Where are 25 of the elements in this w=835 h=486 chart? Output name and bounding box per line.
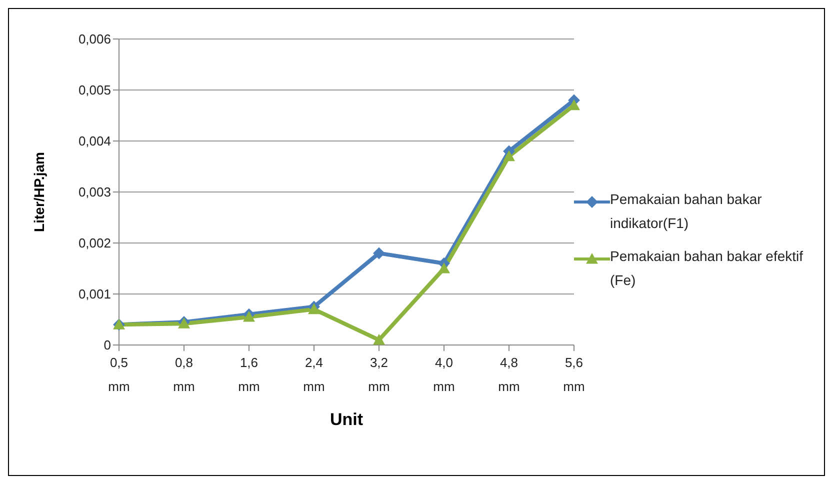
y-axis-title: Liter/HP.jam [30,152,47,232]
x-tick-label: 3,2 mm [368,355,390,394]
x-tick-label: 1,6 mm [238,355,260,394]
y-tick-label: 0,003 [78,184,111,200]
y-tick-label: 0,002 [78,236,111,251]
point [243,310,255,322]
legend-label: Pemakaian bahan bakar indikator(F1) [610,190,763,233]
x-tick-label: 0,8 mm [173,355,195,394]
point [373,247,385,260]
y-tick-label: 0,004 [78,134,111,149]
y-tick-label: 0,001 [78,286,111,302]
x-tick-label: 4,0 mm [433,355,455,394]
point [308,303,320,314]
x-tick-label: 2,4 mm [303,355,325,394]
y-tick-label: 0,005 [78,82,111,98]
point [373,334,385,345]
y-tick-label: 0 [104,338,111,353]
point [438,262,450,274]
x-tick-label: 0,5 mm [108,355,130,394]
x-tick-label: 5,6 mm [563,355,585,394]
y-tick-label: 0,006 [78,32,111,47]
point [503,150,515,162]
legend-label: Pemakaian bahan bakar efektif (Fe) [610,247,804,290]
x-axis-title: Unit [330,410,364,429]
x-tick-label: 4,8 mm [498,355,520,394]
